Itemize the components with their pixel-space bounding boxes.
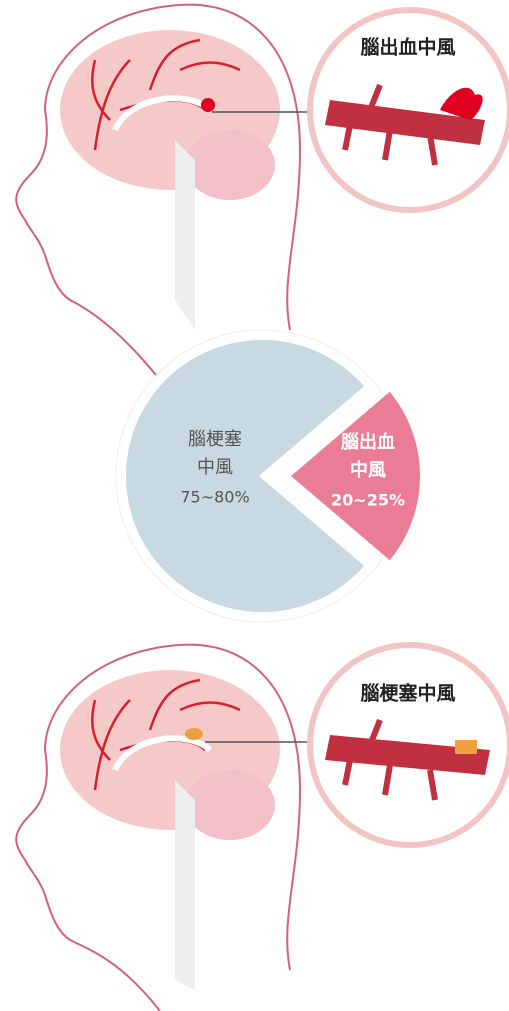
slice-value-label: 20~25%	[331, 491, 405, 510]
slice-label: 腦梗塞	[188, 429, 242, 450]
callout-title: 腦梗塞中風	[360, 682, 455, 705]
infographic: 腦出血中風 腦梗塞中風 腦梗塞中風75~80%腦出血中風20~25%	[0, 0, 509, 1011]
slice-value-label: 75~80%	[180, 488, 249, 507]
head-illustration-top	[16, 5, 509, 380]
callout-title: 腦出血中風	[360, 36, 455, 59]
slice-label: 中風	[197, 457, 233, 478]
slice-label: 腦出血	[341, 431, 395, 453]
slice-label: 中風	[350, 459, 386, 481]
